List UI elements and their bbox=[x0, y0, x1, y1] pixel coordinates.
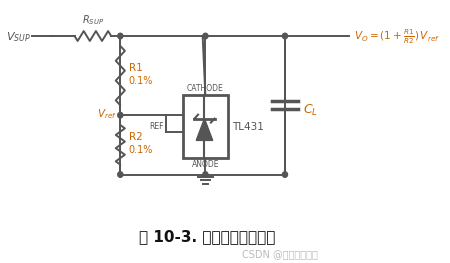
Text: $C_L$: $C_L$ bbox=[303, 103, 318, 118]
Text: REF: REF bbox=[150, 122, 164, 130]
Circle shape bbox=[118, 33, 123, 39]
Circle shape bbox=[203, 33, 208, 39]
Polygon shape bbox=[196, 119, 213, 140]
Text: $V_O = (1 + \frac{R1}{R2})\,V_{ref}$: $V_O = (1 + \frac{R1}{R2})\,V_{ref}$ bbox=[354, 28, 440, 46]
Circle shape bbox=[203, 172, 208, 177]
Text: $R_{SUP}$: $R_{SUP}$ bbox=[82, 13, 104, 27]
Circle shape bbox=[118, 172, 123, 177]
Circle shape bbox=[283, 33, 288, 39]
Text: 图 10-3. 并联稳压器原理图: 图 10-3. 并联稳压器原理图 bbox=[139, 229, 275, 244]
Text: R2: R2 bbox=[129, 132, 142, 142]
Circle shape bbox=[118, 112, 123, 118]
Text: 0.1%: 0.1% bbox=[129, 75, 153, 85]
Circle shape bbox=[283, 172, 288, 177]
Text: $V_{ref}$: $V_{ref}$ bbox=[97, 107, 117, 121]
Text: TL431: TL431 bbox=[232, 122, 264, 132]
Text: ANODE: ANODE bbox=[192, 160, 219, 169]
Text: CATHODE: CATHODE bbox=[187, 84, 224, 93]
Bar bbox=[183, 95, 228, 158]
Text: CSDN @一口吃俩胖子: CSDN @一口吃俩胖子 bbox=[243, 249, 318, 259]
Text: $V_{SUP}$: $V_{SUP}$ bbox=[6, 30, 31, 44]
Text: R1: R1 bbox=[129, 63, 142, 73]
Text: 0.1%: 0.1% bbox=[129, 145, 153, 155]
